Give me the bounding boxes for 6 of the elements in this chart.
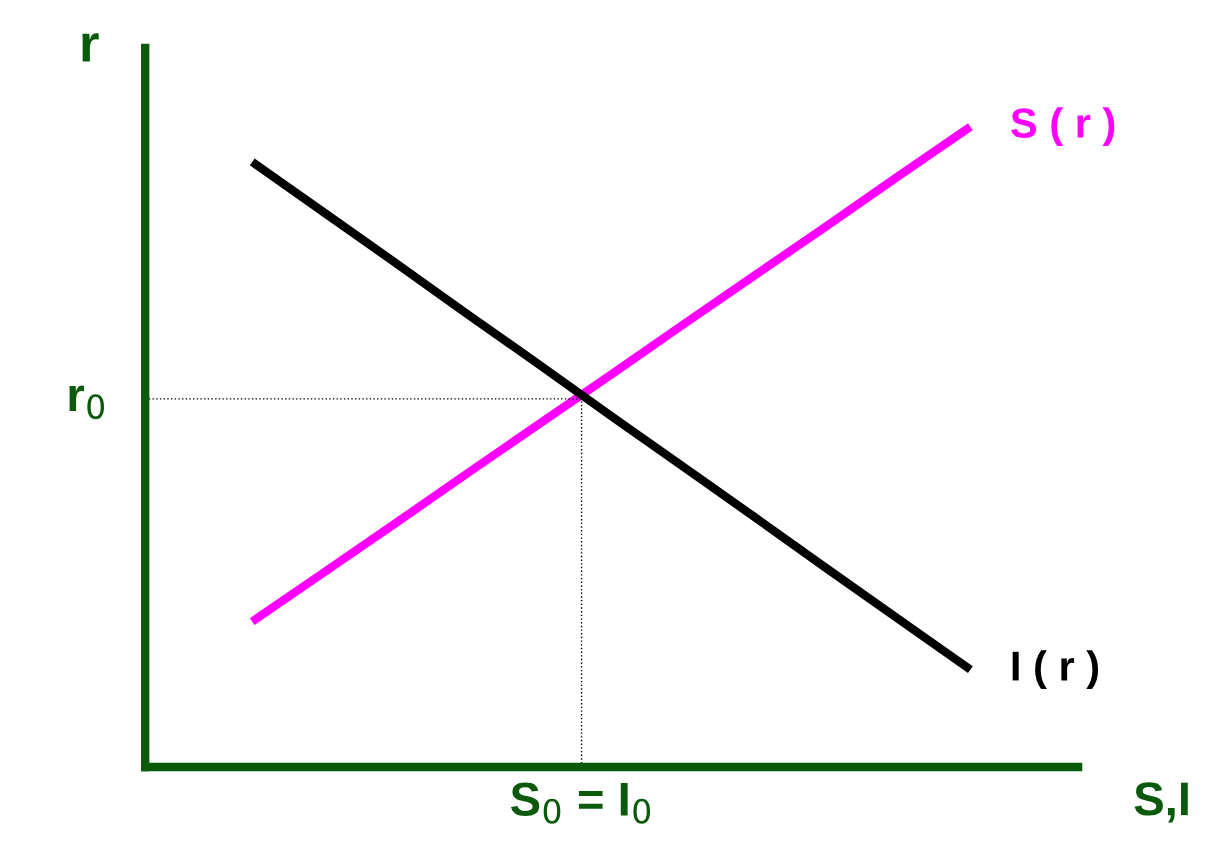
- y-axis-title: r: [82, 33, 99, 62]
- series-label: S ( r ): [1011, 107, 1115, 147]
- series-label: I ( r ): [1012, 650, 1099, 690]
- x-axis-title: S,I: [1134, 782, 1188, 823]
- text: S$_{0}$ = I$_{0}$: [510, 782, 651, 824]
- ref-line-label: r$_{0}$: [69, 385, 104, 420]
